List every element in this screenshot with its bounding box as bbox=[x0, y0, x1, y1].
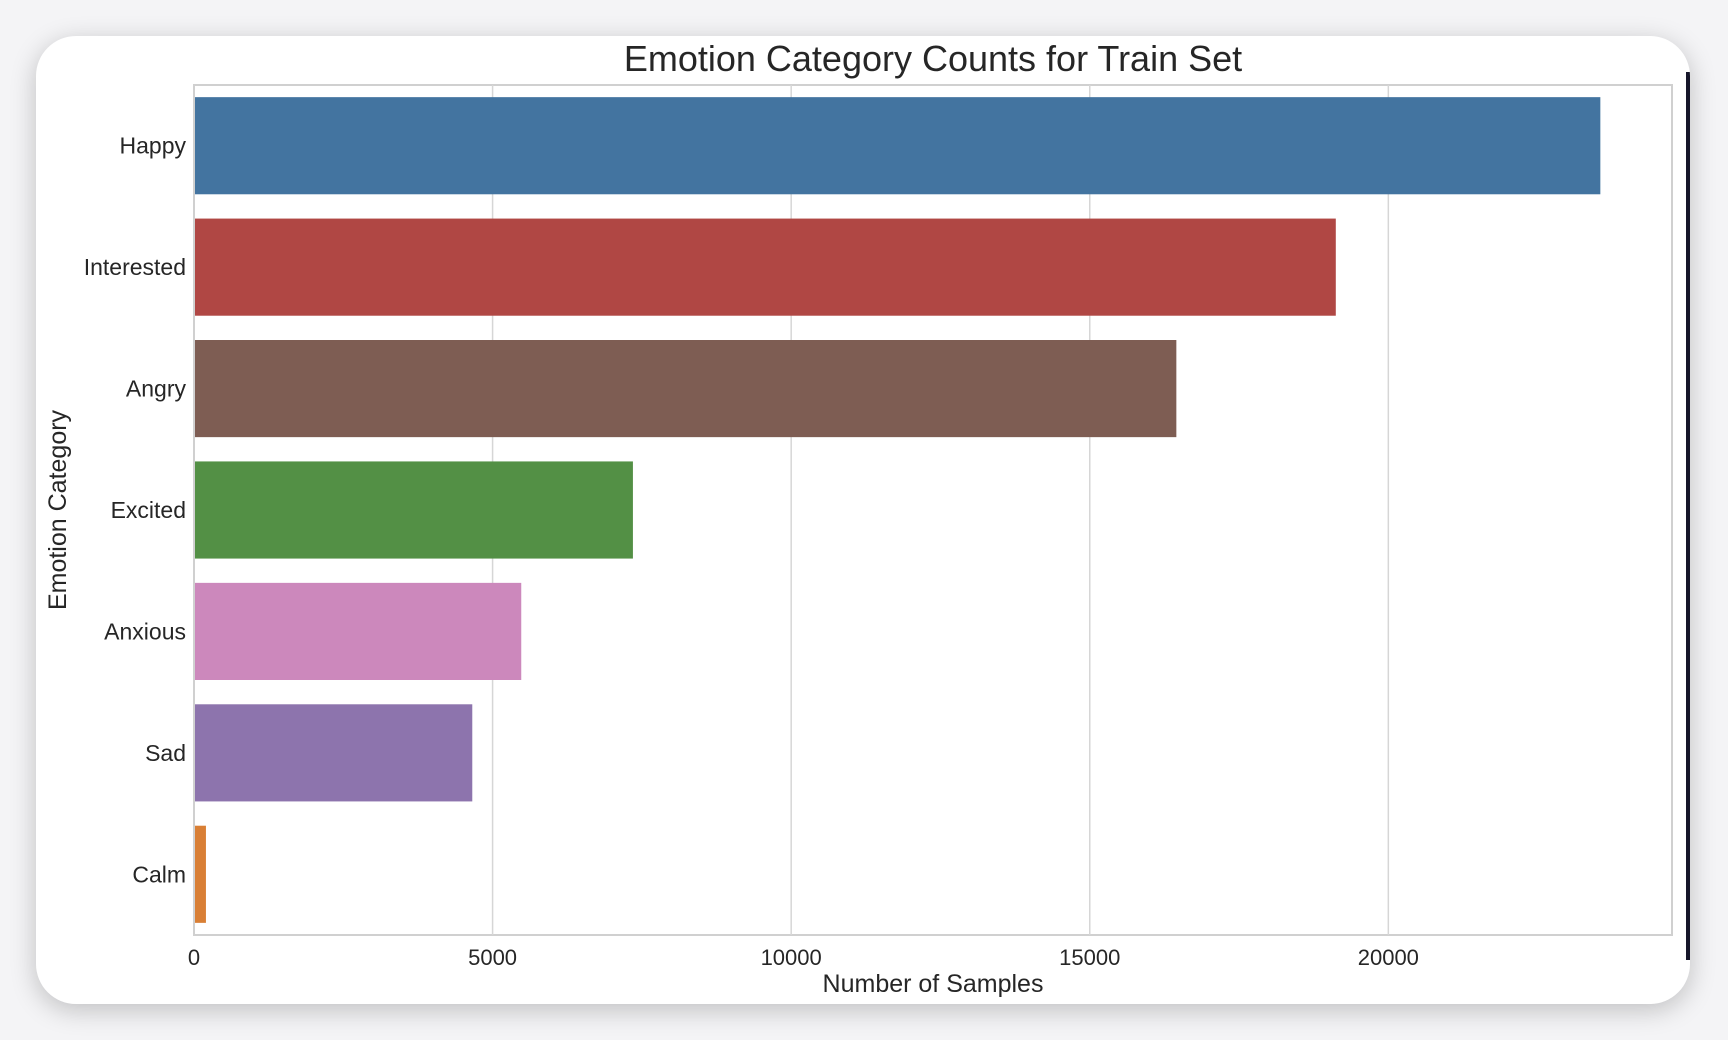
category-label: Anxious bbox=[104, 618, 186, 644]
bar-calm bbox=[195, 825, 206, 923]
category-label: Angry bbox=[126, 376, 187, 402]
bar-excited bbox=[195, 461, 633, 559]
bar-happy bbox=[195, 97, 1601, 195]
bars bbox=[195, 97, 1601, 923]
x-tick-label: 5000 bbox=[468, 945, 517, 970]
category-label: Calm bbox=[132, 861, 186, 887]
bar-sad bbox=[195, 704, 473, 802]
bar-angry bbox=[195, 340, 1177, 438]
category-labels: Happy Interested Angry Excited Anxious Sad Cal… bbox=[84, 133, 187, 888]
category-label: Excited bbox=[111, 497, 186, 523]
x-tick-labels: 0 5000 10000 15000 20000 bbox=[188, 945, 1419, 970]
category-label: Interested bbox=[84, 254, 186, 280]
y-axis-title: Emotion Category bbox=[44, 409, 72, 610]
category-label: Sad bbox=[145, 740, 186, 766]
x-tick-label: 0 bbox=[188, 945, 200, 970]
x-tick-label: 20000 bbox=[1358, 945, 1419, 970]
category-label: Happy bbox=[120, 133, 187, 159]
window-edge bbox=[1686, 72, 1690, 960]
bar-chart: 0 5000 10000 15000 20000 Happy Interested Angr… bbox=[44, 38, 1673, 998]
x-tick-label: 15000 bbox=[1059, 945, 1120, 970]
chart-title: Emotion Category Counts for Train Set bbox=[624, 38, 1242, 79]
bar-interested bbox=[195, 218, 1336, 316]
x-tick-label: 10000 bbox=[761, 945, 822, 970]
chart-card: 0 5000 10000 15000 20000 Happy Interested Angr… bbox=[36, 36, 1690, 1004]
bar-anxious bbox=[195, 582, 522, 680]
x-axis-title: Number of Samples bbox=[823, 970, 1044, 998]
